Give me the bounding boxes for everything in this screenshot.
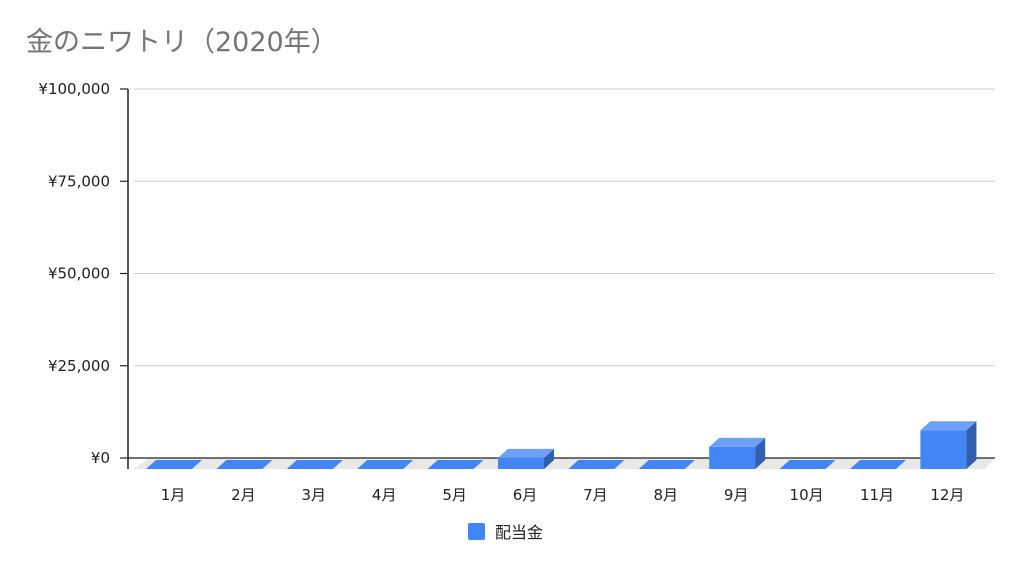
- x-tick-label: 3月: [302, 486, 327, 504]
- bar-front: [920, 430, 967, 469]
- bar-top: [568, 460, 625, 469]
- bar-side: [755, 437, 766, 469]
- x-tick-label: 5月: [442, 486, 467, 504]
- x-tick-label: 9月: [724, 486, 749, 504]
- bar-front: [498, 457, 544, 469]
- y-tick-label: ¥50,000: [48, 265, 110, 283]
- bar-top: [146, 460, 202, 469]
- y-tick-label: ¥100,000: [38, 80, 110, 98]
- x-tick-label: 11月: [860, 486, 894, 504]
- bar-top: [427, 460, 484, 469]
- bar-top: [638, 460, 695, 469]
- x-tick-label: 1月: [161, 486, 186, 504]
- bar-side: [544, 448, 554, 469]
- chart-title: 金のニワトリ（2020年）: [26, 27, 338, 58]
- bar-top: [709, 437, 766, 447]
- y-tick-label: ¥75,000: [48, 172, 110, 190]
- bar-top: [850, 460, 906, 469]
- y-tick-label: ¥0: [91, 449, 110, 467]
- bar-top: [216, 460, 273, 469]
- x-tick-label: 12月: [930, 486, 964, 504]
- bar-top: [498, 448, 554, 458]
- legend-label: 配当金: [495, 523, 544, 542]
- x-tick-label: 10月: [790, 486, 824, 504]
- bar-front: [709, 446, 756, 469]
- x-tick-label: 8月: [654, 486, 679, 504]
- legend-swatch: [468, 522, 485, 540]
- bar-side: [966, 421, 977, 469]
- x-tick-label: 6月: [513, 486, 538, 504]
- legend[interactable]: 配当金: [468, 519, 543, 543]
- bar-top: [920, 421, 977, 431]
- y-tick-label: ¥25,000: [48, 357, 110, 375]
- bar-top: [779, 460, 836, 469]
- x-tick-label: 7月: [583, 486, 608, 504]
- x-tick-label: 2月: [231, 486, 256, 504]
- x-tick-label: 4月: [372, 486, 397, 504]
- bar-top: [357, 460, 414, 469]
- bar-top: [286, 460, 343, 469]
- chart-floor: [134, 458, 995, 469]
